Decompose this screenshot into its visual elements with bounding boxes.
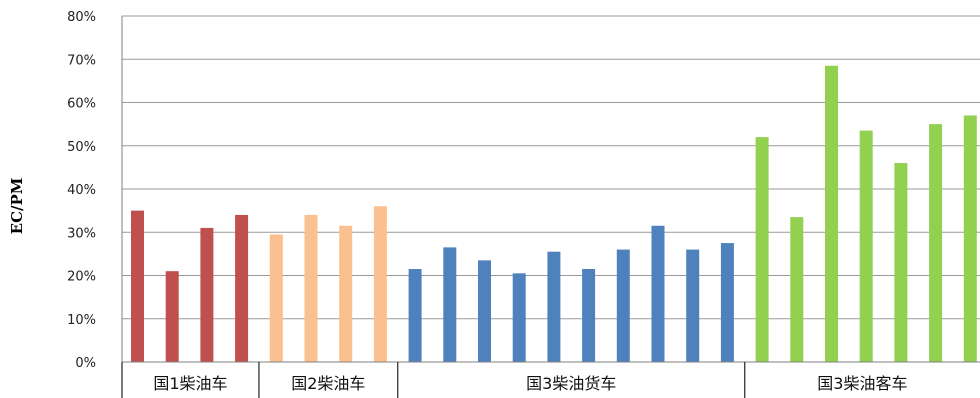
bar bbox=[686, 249, 700, 362]
y-tick-label: 30% bbox=[67, 226, 96, 241]
bar bbox=[304, 214, 318, 362]
bar bbox=[616, 249, 630, 362]
bar bbox=[512, 273, 526, 362]
category-labels: 国1柴油车 国2柴油车 国3柴油货车 国3柴油客车 bbox=[153, 374, 907, 393]
bar bbox=[165, 271, 179, 362]
category-label: 国2柴油车 bbox=[291, 374, 365, 393]
bars bbox=[131, 65, 977, 363]
bar bbox=[408, 269, 422, 362]
y-tick-label: 70% bbox=[67, 53, 96, 68]
bar bbox=[929, 124, 943, 362]
y-tick-label: 50% bbox=[67, 140, 96, 155]
bar bbox=[651, 225, 665, 362]
bar bbox=[235, 214, 249, 362]
bar bbox=[339, 225, 353, 362]
y-axis-label: EC/PM bbox=[8, 178, 26, 235]
category-label: 国3柴油客车 bbox=[817, 374, 907, 393]
bar bbox=[582, 269, 596, 362]
axes bbox=[121, 16, 980, 398]
y-tick-label: 0% bbox=[75, 356, 96, 371]
y-tick-label: 20% bbox=[67, 270, 96, 285]
bar bbox=[200, 227, 214, 362]
category-label: 国1柴油车 bbox=[153, 374, 227, 393]
bar bbox=[825, 65, 838, 363]
bar bbox=[720, 243, 734, 362]
bar bbox=[478, 260, 491, 362]
bar bbox=[755, 137, 769, 362]
bar bbox=[269, 234, 283, 362]
y-tick-label: 80% bbox=[67, 10, 96, 25]
bar bbox=[443, 247, 457, 362]
category-label: 国3柴油货车 bbox=[526, 374, 616, 393]
bar bbox=[131, 210, 144, 362]
bar bbox=[894, 163, 908, 362]
bar bbox=[790, 217, 804, 362]
bar bbox=[859, 130, 873, 362]
y-tick-label: 40% bbox=[67, 183, 96, 198]
gridlines bbox=[122, 15, 980, 363]
bar bbox=[547, 251, 561, 362]
y-tick-label: 10% bbox=[67, 313, 96, 328]
bar bbox=[373, 206, 387, 362]
bar bbox=[963, 115, 977, 362]
y-tick-label: 60% bbox=[67, 97, 96, 112]
y-axis-ticks: 0% 10% 20% 30% 40% 50% 60% 70% 80% bbox=[67, 10, 96, 371]
